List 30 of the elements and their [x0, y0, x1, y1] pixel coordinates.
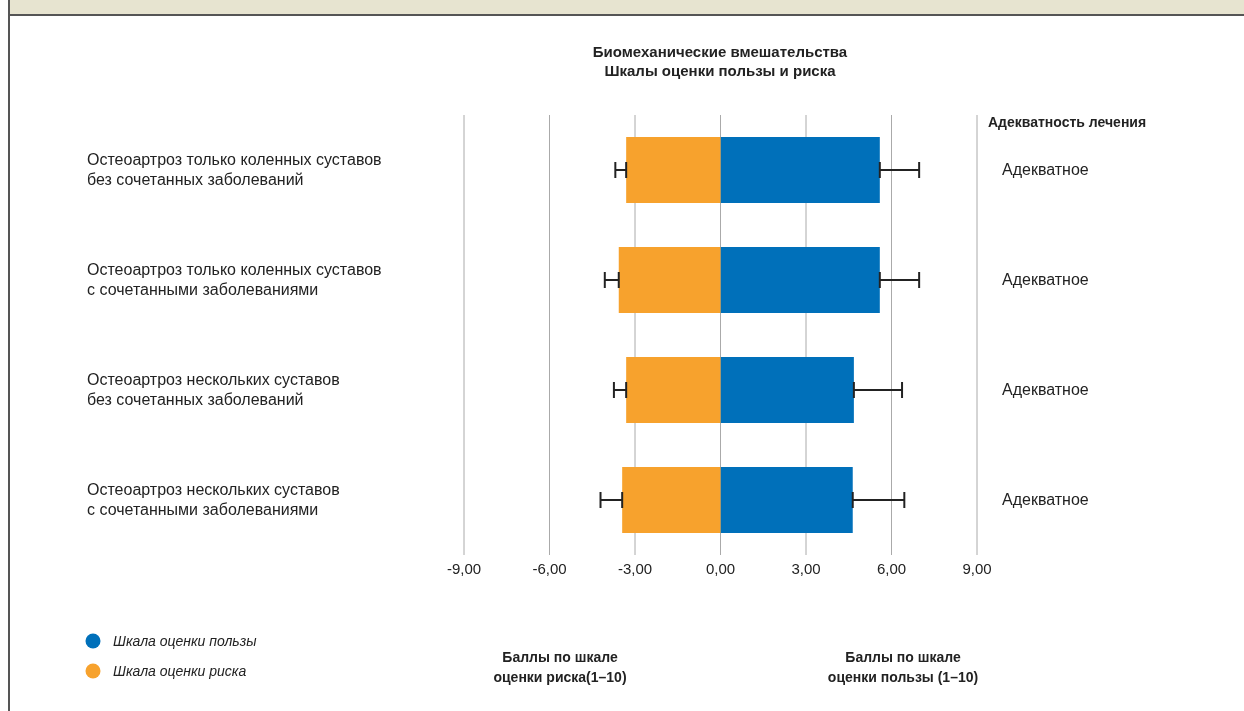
x-tick-label: -3,00 [617, 559, 653, 577]
x-tick-label: 6,00 [876, 559, 907, 577]
x-tick-label: 0,00 [705, 559, 736, 577]
chart-title: Биомеханические вмешательства [591, 43, 849, 60]
y2-axis-title: Адекватность лечения [988, 114, 1147, 130]
y2-tick-label: Адекватное [1002, 491, 1089, 508]
bar [622, 467, 721, 533]
bar [618, 247, 721, 313]
y-tick-label: Остеоартроз нескольких суставов с сочетанными заболеваниями [87, 481, 340, 518]
bar [720, 137, 880, 203]
x-tick-label: 3,00 [791, 559, 821, 577]
x-tick-label: -6,00 [532, 559, 567, 577]
y2-tick-label: Адекватное [1002, 161, 1089, 178]
y2-tick-label: Адекватное [1002, 381, 1089, 398]
bar [720, 357, 854, 423]
bar [626, 357, 721, 423]
chart-subtitle: Шкалы оценки пользы и риска [603, 62, 837, 79]
bar [626, 137, 721, 203]
text: Баллы по шкале оценки риска(1–10) [492, 648, 628, 687]
legend-label: Шкала оценки риска [113, 663, 247, 679]
text: Баллы по шкале оценки пользы (1–10) [826, 648, 980, 687]
legend-label: Шкала оценки пользы [113, 633, 257, 649]
y2-tick-label: Адекватное [1002, 271, 1089, 288]
y-tick-label: Остеоартроз только коленных суставов без сочетанных заболеваний [87, 151, 382, 188]
x-tick-label: -9,00 [446, 559, 482, 577]
bar [720, 467, 853, 533]
y-tick-label: Остеоартроз только коленных суставов с сочетанными заболеваниями [87, 261, 382, 298]
y-tick-label: Остеоартроз нескольких суставов без сочетанных заболеваний [87, 371, 340, 408]
x-tick-label: 9,00 [962, 559, 992, 577]
bar [720, 247, 880, 313]
